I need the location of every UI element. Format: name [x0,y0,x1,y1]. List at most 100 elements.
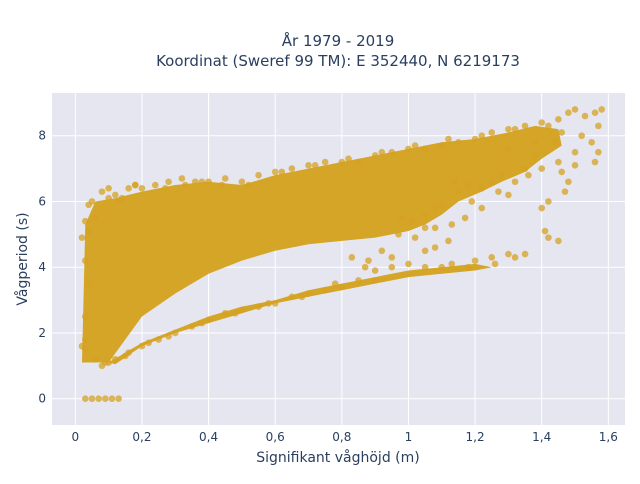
data-point [218,181,226,189]
data-point [538,119,546,126]
data-point [388,263,396,271]
data-point [165,332,172,340]
data-point [305,290,312,297]
data-point [271,168,279,176]
data-point [431,224,439,232]
data-point [138,342,146,350]
data-point [511,125,519,133]
data-point [595,122,602,130]
data-point [561,188,569,195]
x-tick-label: 0,2 [132,430,151,444]
data-point [511,254,519,261]
y-tick-label: 6 [38,194,46,208]
data-point [551,139,559,146]
data-point [538,204,546,212]
chart-title-line-1: År 1979 - 2019 [282,31,395,50]
data-point [438,201,446,209]
data-point [455,139,462,146]
data-point [505,145,512,153]
data-point [521,250,529,258]
x-tick-label: 0,4 [199,430,218,444]
data-point [95,395,102,403]
data-point [505,125,512,133]
y-tick-label: 0 [38,392,46,406]
data-point [231,309,239,317]
data-point [438,142,446,149]
data-point [371,152,379,159]
data-point [221,309,229,317]
data-point [145,339,152,347]
data-point [558,168,566,176]
data-point [471,135,479,143]
data-points [78,106,605,403]
data-point [305,162,312,169]
x-axis-title: Signifikant våghöjd (m) [256,449,419,466]
data-point [188,323,196,330]
data-point [478,132,486,140]
data-point [371,277,379,284]
data-point [405,145,412,153]
data-point [531,139,539,146]
data-point [82,346,89,353]
data-point [371,267,379,274]
data-point [171,329,179,337]
data-point [265,300,272,307]
data-point [82,257,89,264]
data-point [85,280,92,287]
data-point [541,227,549,235]
data-point [331,280,339,287]
data-point [378,148,386,156]
data-point [321,286,329,294]
data-point [595,148,602,156]
data-point [448,260,456,268]
data-point [455,188,462,195]
x-tick-label: 1,4 [532,430,551,444]
data-point [98,188,106,195]
data-point [478,185,486,192]
data-point [92,214,99,222]
data-point [115,395,122,403]
data-point [181,181,189,189]
data-point [191,178,199,186]
data-point [405,260,412,268]
data-point [445,135,452,143]
data-point [581,112,589,120]
data-point [388,148,396,156]
data-point [431,204,439,212]
data-point [588,139,595,146]
data-point [82,336,89,343]
data-point [505,250,512,258]
x-tick-label: 0,6 [266,430,285,444]
data-point [471,257,479,264]
data-point [345,155,352,163]
data-point [85,227,92,235]
x-tick-label: 0 [71,430,79,444]
data-point [288,293,296,301]
data-point [448,221,456,228]
data-point [555,158,562,166]
data-point [598,106,605,113]
data-point [421,247,429,255]
data-point [491,260,499,268]
data-point [338,158,346,166]
data-point [102,395,109,403]
data-point [571,148,579,156]
data-point [408,217,416,225]
data-point [365,257,372,264]
data-point [571,106,579,113]
data-point [238,178,246,186]
data-point [421,224,429,232]
data-point [555,237,562,245]
data-point [558,129,566,136]
data-point [355,158,362,166]
data-point [355,277,362,284]
data-point [105,185,112,192]
data-point [411,142,419,149]
data-point [125,185,132,192]
data-point [125,349,132,356]
data-point [338,283,346,291]
data-point [278,168,286,176]
data-point [151,181,159,189]
data-point [421,211,429,218]
